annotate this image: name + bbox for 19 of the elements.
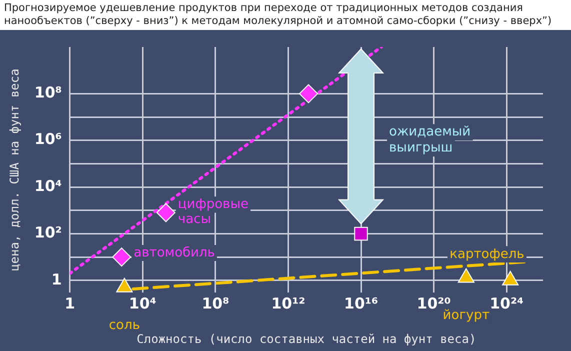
x-tick-label: 10⁴ xyxy=(128,294,156,312)
x-tick-label: 1 xyxy=(64,294,76,312)
x-tick-label: 10¹² xyxy=(271,294,306,312)
x-tick-label: 10⁸ xyxy=(202,294,230,312)
y-tick-label: 10⁶ xyxy=(34,130,62,148)
annotation: соль xyxy=(108,318,140,333)
annotation: автомобиль xyxy=(134,245,215,260)
chart-title: Прогнозируемое удешевление продуктов при переходе от традиционных методов создания нанообъектов (”сверху - вниз”) к методам молекулярной и атомной само-сборки (”снизу - вверх”) xyxy=(3,1,553,29)
annotation: картофель xyxy=(450,246,524,262)
y-axis-title: цена, долл. США на фунт веса xyxy=(7,68,22,271)
annotation: цифровые часы xyxy=(178,197,248,228)
x-tick-label: 10²⁴ xyxy=(490,294,524,312)
annotation: ожидаемый выигрыш xyxy=(389,124,471,156)
x-axis-title: Сложность (число составных частей на фунт веса) xyxy=(136,332,476,346)
y-tick-label: 10⁴ xyxy=(34,176,62,195)
x-tick-label: 10¹⁶ xyxy=(344,294,378,312)
y-tick-label: 10⁸ xyxy=(34,84,62,102)
y-tick-label: 1 xyxy=(51,270,62,288)
y-tick-label: 10² xyxy=(34,224,62,242)
